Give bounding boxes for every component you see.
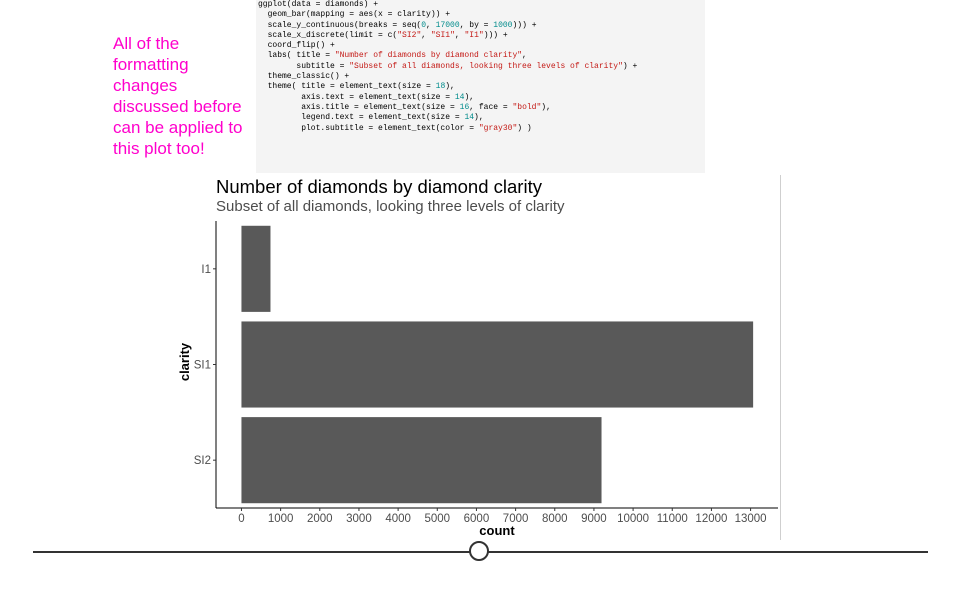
code-block: ggplot(data = diamonds) + geom_bar(mappi… xyxy=(256,0,705,173)
bar-si1 xyxy=(241,321,754,408)
x-tick-label-10000: 10000 xyxy=(617,513,649,525)
x-tick-label-3000: 3000 xyxy=(346,513,372,525)
x-tick-label-0: 0 xyxy=(238,513,244,525)
x-tick-label-12000: 12000 xyxy=(695,513,727,525)
y-tick-label-si2: SI2 xyxy=(194,455,211,467)
x-axis-title: count xyxy=(479,523,515,538)
chart-title: Number of diamonds by diamond clarity xyxy=(216,176,543,197)
x-tick-label-13000: 13000 xyxy=(735,513,767,525)
x-tick-label-4000: 4000 xyxy=(385,513,411,525)
x-tick-label-7000: 7000 xyxy=(503,513,529,525)
x-tick-label-5000: 5000 xyxy=(424,513,450,525)
y-tick-label-i1: I1 xyxy=(201,264,211,276)
x-tick-label-1000: 1000 xyxy=(268,513,294,525)
y-axis-title: clarity xyxy=(177,342,192,381)
x-tick-label-11000: 11000 xyxy=(657,513,688,525)
chart-subtitle: Subset of all diamonds, looking three le… xyxy=(216,198,565,215)
y-tick-label-si1: SI1 xyxy=(194,360,211,372)
slide-divider xyxy=(780,175,781,540)
bar-si2 xyxy=(241,417,602,504)
bar-i1 xyxy=(241,225,271,312)
x-tick-label-8000: 8000 xyxy=(542,513,568,525)
x-tick-label-6000: 6000 xyxy=(464,513,490,525)
annotation-note: All of the formatting changes discussed … xyxy=(113,34,243,158)
slide-progress-knob[interactable] xyxy=(469,541,489,561)
x-tick-label-2000: 2000 xyxy=(307,513,333,525)
x-tick-label-9000: 9000 xyxy=(581,513,607,525)
